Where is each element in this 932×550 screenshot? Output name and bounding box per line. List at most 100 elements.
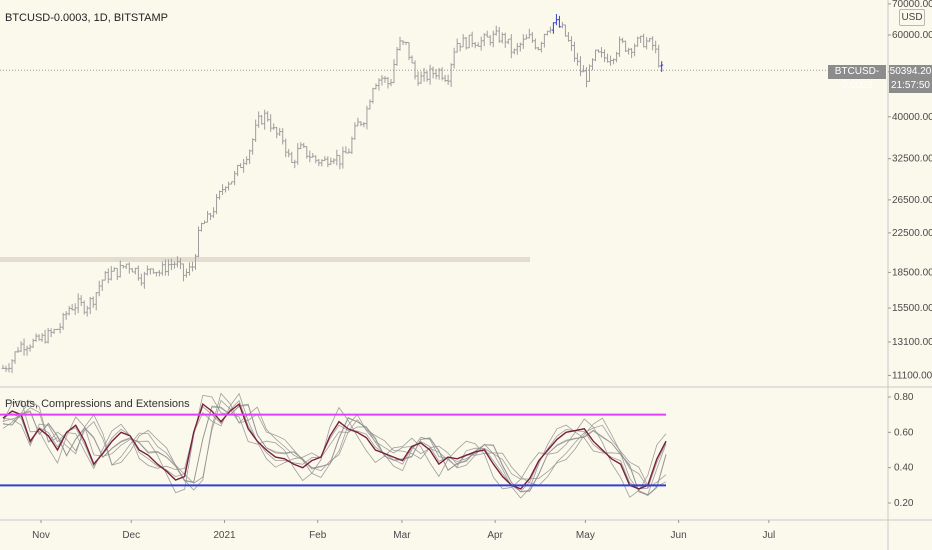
pivot-lead-line (2, 402, 667, 490)
ohlc-bar (434, 68, 438, 80)
price-tick-label: 40000.00 (892, 112, 932, 123)
ohlc-bar (416, 71, 420, 86)
indicator-pane[interactable] (0, 392, 667, 499)
ohlc-bar (575, 52, 579, 66)
ohlc-bar (425, 70, 429, 82)
ohlc-bar (389, 78, 393, 87)
ohlc-bar (407, 42, 411, 61)
ohlc-bar (227, 181, 231, 191)
ohlc-bar (488, 35, 492, 46)
ohlc-bar (491, 30, 495, 48)
ohlc-bar (506, 38, 510, 45)
ohlc-bar (115, 267, 119, 280)
ohlc-bar (178, 257, 182, 270)
ohlc-bar (61, 312, 65, 330)
ohlc-bar (657, 44, 661, 68)
ohlc-bar (19, 341, 23, 353)
ohlc-bar (130, 267, 134, 273)
ohlc-bar (482, 33, 486, 47)
ohlc-bar (428, 64, 432, 85)
ohlc-bar (606, 53, 610, 63)
ohlc-bar (212, 207, 216, 218)
price-tick-label: 15500.00 (892, 303, 932, 314)
ohlc-bar (627, 47, 631, 55)
ohlc-bar (320, 159, 324, 167)
ohlc-bar (368, 99, 372, 110)
indicator-axis[interactable]: 0.80 0.60 0.40 0.20 (888, 392, 914, 509)
indicator-tick-label: 0.80 (894, 392, 914, 403)
ohlc-bar (139, 273, 143, 286)
ohlc-bar (359, 121, 363, 127)
ohlc-bar (193, 254, 197, 270)
ohlc-bar (440, 67, 444, 81)
ohlc-bar (257, 111, 261, 128)
ohlc-bar (413, 60, 417, 80)
price-tick-label: 11100.00 (892, 370, 932, 381)
ohlc-bar (533, 38, 537, 50)
ohlc-bar (341, 146, 345, 169)
time-axis[interactable]: Nov Dec 2021 Feb Mar Apr May Jun Jul (0, 519, 932, 541)
currency-badge[interactable]: USD (899, 9, 925, 26)
ohlc-bar (163, 259, 167, 276)
ohlc-bar (323, 156, 327, 162)
ohlc-bar (615, 51, 619, 63)
ohlc-bar (566, 32, 570, 42)
ohlc-bar (401, 40, 405, 45)
ohlc-bar (557, 15, 561, 28)
ohlc-bar (22, 338, 26, 356)
ohlc-bar (335, 149, 339, 166)
ohlc-bar (660, 61, 664, 72)
ohlc-bar (272, 123, 276, 130)
ohlc-bar (121, 264, 125, 269)
ohlc-bar (476, 42, 480, 47)
indicator-title[interactable]: Pivots, Compressions and Extensions (5, 398, 190, 410)
ohlc-bar (67, 305, 71, 316)
ohlc-bar (40, 333, 44, 342)
symbol-title[interactable]: BTCUSD-0.0003, 1D, BITSTAMP (5, 12, 169, 24)
ohlc-bar (377, 78, 381, 91)
ohlc-bar (97, 280, 101, 297)
ohlc-bar (645, 37, 649, 50)
ohlc-bar (299, 142, 303, 150)
time-axis-label: 2021 (213, 530, 236, 541)
ohlc-bar (236, 164, 240, 177)
ohlc-bar (458, 43, 462, 52)
compression-line (2, 392, 667, 491)
ohlc-bar (233, 171, 237, 186)
ohlc-bar (539, 41, 543, 53)
ohlc-bar (642, 33, 646, 48)
ohlc-bar (25, 345, 29, 356)
ohlc-bar (136, 265, 140, 281)
ohlc-bar (103, 270, 107, 281)
ohlc-bar (94, 292, 98, 311)
ohlc-bar (332, 158, 336, 164)
ohlc-bar (365, 105, 369, 130)
price-pane[interactable] (0, 13, 888, 374)
ohlc-bar (10, 359, 14, 374)
ohlc-bar (55, 328, 59, 331)
ohlc-bar (621, 37, 625, 44)
ohlc-bar (509, 34, 513, 59)
ohlc-bar (206, 210, 210, 223)
ohlc-bar (64, 311, 68, 320)
ohlc-bar (175, 256, 179, 268)
ohlc-bar (479, 36, 483, 51)
ohlc-bar (560, 21, 564, 29)
ohlc-bar (302, 142, 306, 149)
ohlc-bar (293, 159, 297, 169)
time-axis-label: Jun (671, 530, 687, 541)
indicator-tick-label: 0.40 (894, 463, 914, 474)
ohlc-bar (569, 36, 573, 51)
ohlc-bar (127, 262, 131, 274)
ohlc-bar (572, 41, 576, 62)
ohlc-bar (594, 49, 598, 62)
ohlc-bar (76, 293, 80, 314)
compression-line (2, 399, 667, 493)
ohlc-bar (112, 267, 116, 272)
ohlc-bar (581, 65, 585, 73)
ohlc-bar (639, 35, 643, 44)
price-tick-label: 32500.00 (892, 154, 932, 165)
ohlc-bar (242, 158, 246, 173)
